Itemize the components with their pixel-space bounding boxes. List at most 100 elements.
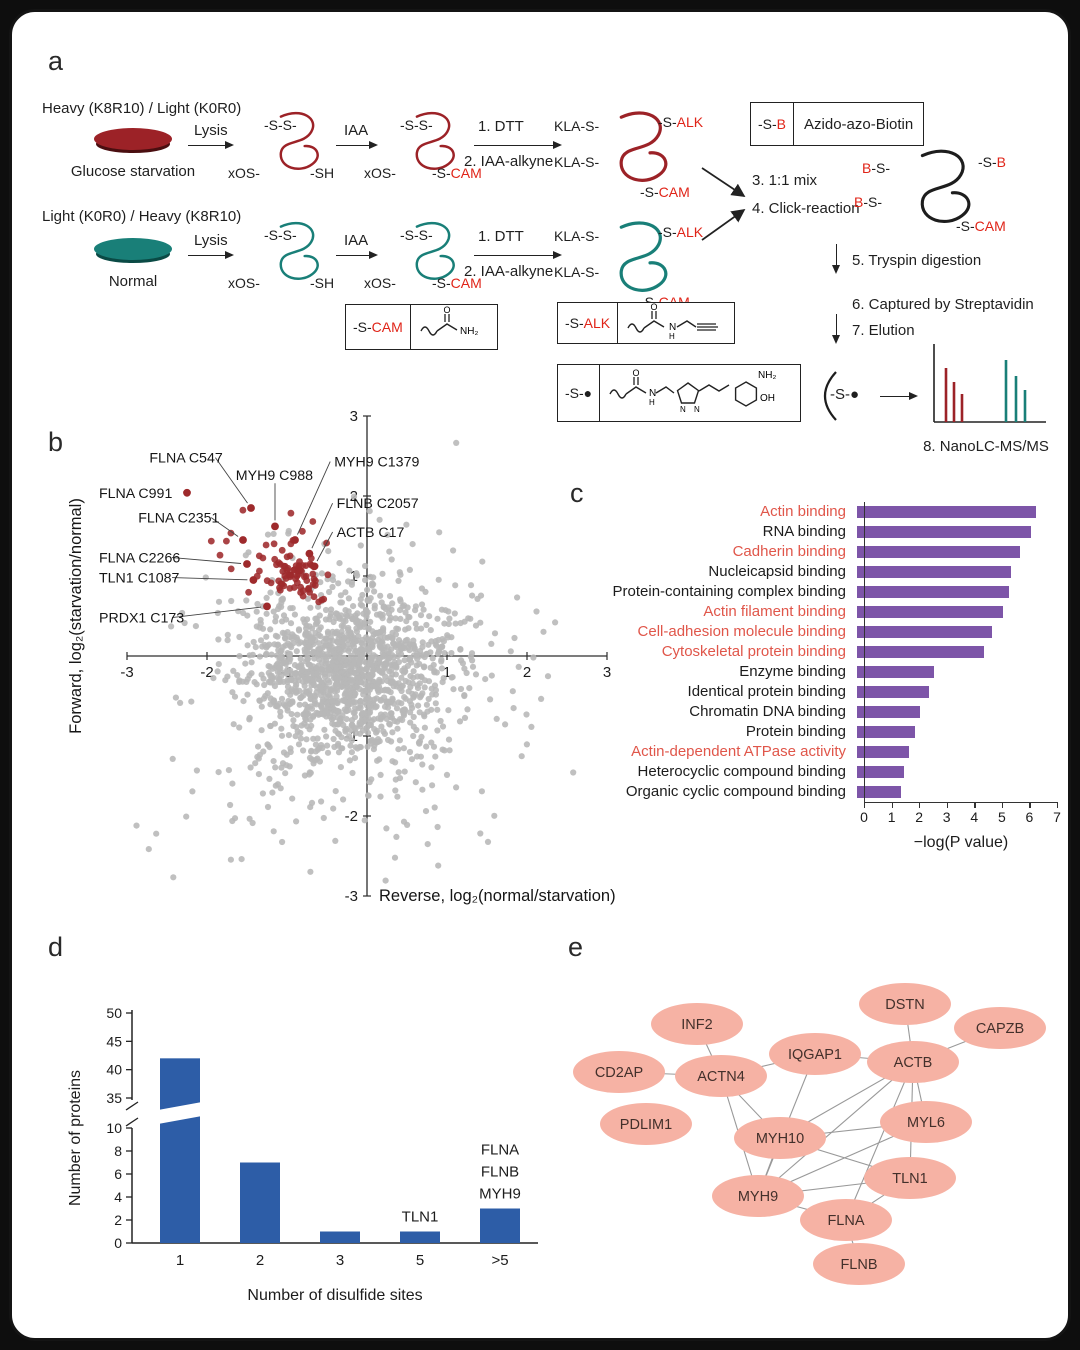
mix-arrow-bottom (701, 209, 746, 241)
x-tick-label: 1 (176, 1252, 184, 1269)
scatter-point (345, 641, 352, 648)
scatter-point (301, 720, 308, 727)
scatter-point (434, 823, 441, 831)
labeled-point-text: FLNA C991 (99, 486, 172, 502)
go-axis-tick (1057, 803, 1059, 808)
scatter-point (410, 674, 417, 681)
scatter-point (249, 819, 256, 827)
scatter-point (260, 675, 267, 682)
scatter-point (333, 693, 340, 700)
iaa-arrow-row1 (336, 140, 378, 149)
scatter-point (370, 574, 377, 581)
squiggle-path (415, 111, 455, 170)
bead-part: ● (583, 385, 593, 401)
nanolc-label: 8. NanoLC-MS/MS (923, 438, 1049, 455)
scatter-point (287, 670, 294, 677)
s-alk-tag: -S-ALK (658, 114, 703, 130)
y-tick-label: 4 (114, 1189, 122, 1205)
scatter-point (338, 628, 345, 635)
scatter-point (365, 673, 372, 680)
scatter-point (308, 747, 315, 754)
x-tick-label: >5 (491, 1252, 508, 1269)
scatter-point (315, 632, 322, 639)
go-term-label: Heterocyclic compound binding (637, 763, 846, 780)
scatter-point (317, 692, 325, 699)
go-axis-tick (1029, 803, 1031, 808)
protein-node-label: MYL6 (907, 1115, 945, 1131)
scatter-point (303, 675, 310, 682)
y-tick-label: 8 (114, 1143, 122, 1159)
scatter-point (267, 589, 274, 596)
scatter-point (395, 746, 402, 753)
scatter-point (240, 698, 247, 705)
protein-node (675, 1055, 767, 1097)
scatter-point-hit (310, 593, 318, 601)
protein-node-label: ACTB (894, 1055, 933, 1071)
y-tick-label: 35 (106, 1090, 122, 1106)
scatter-point (371, 588, 378, 595)
scatter-point (358, 711, 365, 718)
network-edge (845, 1061, 914, 1221)
scatter-point (393, 705, 401, 712)
scatter-point (170, 874, 177, 881)
scatter-point (396, 685, 404, 692)
scatter-point (540, 628, 547, 635)
scatter-point (362, 577, 369, 584)
dtt-arrow-row1 (474, 140, 562, 149)
go-term-label: Cell-adhesion molecule binding (637, 623, 846, 640)
scatter-point (488, 640, 495, 647)
scatter-point (272, 782, 279, 789)
scatter-point (514, 594, 521, 601)
kla-s-tag: KLA-S- (554, 264, 600, 280)
scatter-point (315, 603, 322, 610)
scatter-point (552, 619, 559, 626)
scatter-point (397, 716, 404, 723)
scatter-point (469, 592, 476, 599)
scatter-point (375, 666, 382, 673)
bar-annotation: MYH9 (479, 1186, 521, 1203)
scatter-point (326, 670, 333, 678)
scatter-point-hit (216, 551, 224, 559)
scatter-point (301, 619, 308, 626)
scatter-point (442, 607, 449, 614)
scatter-point (244, 691, 251, 698)
dtt-label-row1: 1. DTT (478, 118, 524, 135)
alk-part: ALK (583, 315, 611, 331)
streptavidin-label: 6. Captured by Streptavidin (852, 296, 1034, 313)
scatter-point (376, 738, 383, 745)
scatter-point (335, 635, 342, 642)
go-bar-track (856, 602, 1056, 622)
scatter-point (445, 707, 452, 714)
scatter-point (451, 610, 458, 617)
protein-node (769, 1033, 861, 1075)
protein-node (651, 1003, 743, 1045)
scatter-point (469, 663, 477, 670)
scatter-point (434, 615, 441, 622)
scatter-point-hit (293, 579, 301, 587)
scatter-point (332, 837, 339, 844)
scatter-point (430, 743, 438, 750)
scatter-point-hit (299, 527, 306, 535)
scatter-point (331, 743, 338, 751)
scatter-point (367, 595, 374, 602)
scatter-point (307, 604, 314, 611)
scatter-point (350, 603, 357, 610)
scatter-point (323, 713, 330, 720)
y-tick-label: 10 (106, 1120, 122, 1136)
go-term-label: Actin binding (760, 503, 846, 520)
scatter-point (478, 788, 485, 795)
scatter-point (189, 788, 196, 795)
protein-node-label: ACTN4 (697, 1069, 745, 1085)
scatter-point (421, 684, 428, 691)
scatter-point (264, 643, 271, 650)
scatter-point (453, 784, 460, 791)
scatter-point (392, 759, 399, 766)
scatter-point (425, 641, 432, 648)
protein-interaction-network: INF2 DSTN CAPZB CD2AP IQGAP1 ACTB ACTN4 PDLIM1 M… (573, 983, 1046, 1285)
squiggle-path (415, 221, 455, 280)
scatter-point (251, 679, 258, 686)
scatter-point (330, 735, 337, 743)
scatter-point (351, 669, 358, 676)
go-term-row: Cadherin binding (564, 542, 1068, 562)
protein-node (573, 1051, 665, 1093)
